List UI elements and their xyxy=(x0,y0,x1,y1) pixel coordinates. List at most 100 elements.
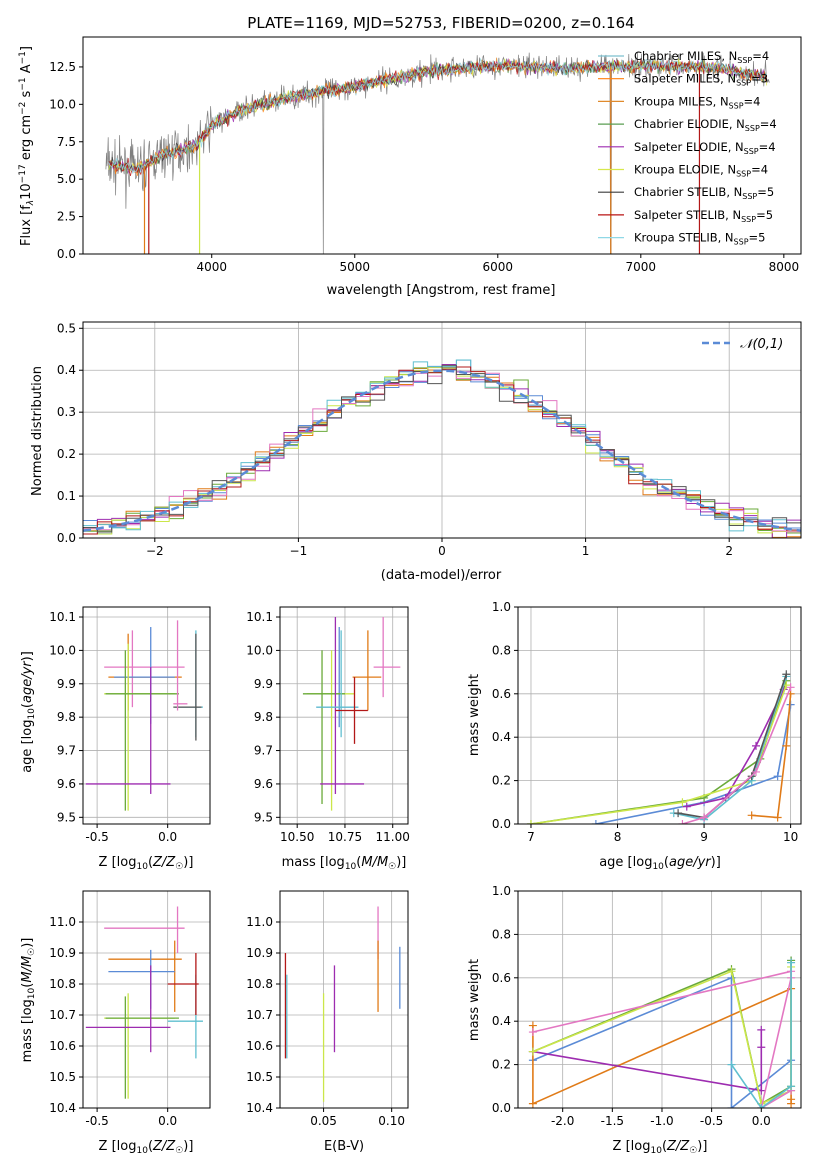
residuals-ylabel: Normed distribution xyxy=(30,366,45,496)
y-tick-label: 10.1 xyxy=(49,610,76,624)
x-tick-label: 7000 xyxy=(626,260,657,274)
axes-frame xyxy=(82,606,211,825)
x-tick-label: 8 xyxy=(614,830,622,844)
model-spectrum xyxy=(108,59,768,177)
mass-weight-line xyxy=(673,676,788,821)
y-tick-label: 9.8 xyxy=(254,710,273,724)
legend-count: =4 xyxy=(760,117,777,131)
plus-marker xyxy=(757,1043,766,1052)
legend-sub: SSP xyxy=(742,192,757,201)
y-tick-label: 0.1 xyxy=(57,489,76,503)
y-tick-label: 12.5 xyxy=(49,60,76,74)
legend-sub: SSP xyxy=(744,147,759,156)
x-tick-label: 10 xyxy=(783,830,798,844)
legend-count: =4 xyxy=(751,163,768,177)
y-tick-label: 0.0 xyxy=(57,531,76,545)
y-tick-label: 0.4 xyxy=(492,730,511,744)
plus-marker xyxy=(773,813,782,822)
y-tick-label: 0.6 xyxy=(492,687,511,701)
y-tick-label: 0.8 xyxy=(492,643,511,657)
y-tick-label: 9.6 xyxy=(57,777,76,791)
legend-label: Kroupa MILES, NSSP=4 xyxy=(634,94,760,110)
legend-name: Salpeter ELODIE, N xyxy=(634,140,744,154)
plus-marker xyxy=(787,1082,796,1091)
y-tick-label: 9.6 xyxy=(254,777,273,791)
legend-label: Chabrier ELODIE, NSSP=4 xyxy=(634,117,777,133)
mass-weight-line xyxy=(751,693,792,819)
plus-marker xyxy=(682,802,691,811)
spectrum-title: PLATE=1169, MJD=52753, FIBERID=0200, z=0… xyxy=(247,14,634,32)
axes-frame xyxy=(82,36,802,255)
plus-marker xyxy=(528,1028,537,1037)
plus-marker xyxy=(727,1060,736,1069)
y-tick-label: 10.0 xyxy=(49,97,76,111)
age-mass-xlabel: mass [log10(M/M☉)] xyxy=(282,855,407,872)
legend-name: Salpeter MILES, N xyxy=(634,72,736,86)
plus-marker xyxy=(787,958,796,967)
x-tick-label: 0.10 xyxy=(378,1114,405,1128)
legend-name: Chabrier MILES, N xyxy=(634,49,737,63)
residuals-plot-area: −2 −1 0 1 2 0.0 0.1 0.2 0.3 0.4 0.5 xyxy=(57,321,802,558)
y-tick-label: 0.3 xyxy=(57,405,76,419)
plot-marks xyxy=(528,956,796,1108)
legend-count: =4 xyxy=(759,140,776,154)
y-tick-label: 7.5 xyxy=(57,135,76,149)
y-tick-label: 5.0 xyxy=(57,172,76,186)
residuals-xlabel: (data-model)/error xyxy=(381,568,502,583)
x-tick-label: 7 xyxy=(527,830,535,844)
x-tick-label: 0.0 xyxy=(158,1114,177,1128)
y-tick-label: 9.5 xyxy=(57,810,76,824)
mass-ebv-xlabel: E(B-V) xyxy=(324,1139,364,1154)
legend-label: Salpeter STELIB, NSSP=5 xyxy=(634,208,773,224)
mw-z-xlabel: Z [log10(Z/Z☉)] xyxy=(613,1139,708,1156)
spectrum-plot-area: 4000 5000 6000 7000 8000 0.0 2.5 5.0 7.5 10.0 12.5 xyxy=(49,36,802,274)
age-vs-mass-panel: 10.50 10.75 11.00 9.5 9.6 9.7 9.8 9.9 10.0 10.1 xyxy=(246,606,410,844)
legend-name: Kroupa ELODIE, N xyxy=(634,163,736,177)
plot-marks xyxy=(105,52,770,254)
mw-z-ylabel: mass weight xyxy=(467,959,482,1041)
y-tick-label: 9.7 xyxy=(57,744,76,758)
legend-label: Chabrier MILES, NSSP=4 xyxy=(634,49,769,65)
y-tick-label: 1.0 xyxy=(492,884,511,898)
mass-vs-z-panel: -0.5 0.0 10.4 10.5 10.6 10.7 10.8 10.9 11.0 xyxy=(49,890,211,1128)
y-tick-label: 0.0 xyxy=(492,817,511,831)
legend-count: =4 xyxy=(744,94,761,108)
plus-marker xyxy=(751,767,760,776)
legend-sub: SSP xyxy=(734,238,749,247)
mass-vs-ebv-panel: 0.05 0.10 10.4 10.5 10.6 10.7 10.8 10.9 11.0 xyxy=(246,890,409,1128)
plus-marker xyxy=(782,741,791,750)
x-tick-label: -0.5 xyxy=(85,1114,108,1128)
plus-marker xyxy=(757,1025,766,1034)
x-tick-label: 10.75 xyxy=(328,830,362,844)
x-tick-label: 2 xyxy=(725,544,733,558)
plus-marker xyxy=(591,820,600,824)
x-tick-label: -1.0 xyxy=(650,1114,673,1128)
plus-marker xyxy=(751,741,760,750)
y-tick-label: 9.5 xyxy=(254,810,273,824)
y-tick-label: 10.0 xyxy=(49,643,76,657)
y-tick-label: 10.1 xyxy=(246,610,273,624)
age-z-ylabel: age [log10(age/yr)] xyxy=(20,651,37,773)
y-tick-label: 11.0 xyxy=(246,915,273,929)
plus-marker xyxy=(678,798,687,807)
mass-weight-line xyxy=(532,1029,763,1092)
y-tick-label: 10.0 xyxy=(246,643,273,657)
plus-marker xyxy=(727,1104,736,1108)
x-tick-label: 0 xyxy=(438,544,446,558)
x-tick-label: -2.0 xyxy=(551,1114,574,1128)
legend-label: Kroupa STELIB, NSSP=5 xyxy=(634,231,765,247)
age-vs-z-panel: -0.5 0.0 9.5 9.6 9.7 9.8 9.9 10.0 10.1 xyxy=(49,606,211,844)
mass-weight-line xyxy=(595,704,792,824)
legend-label: Chabrier STELIB, NSSP=5 xyxy=(634,185,774,201)
y-tick-label: 0.5 xyxy=(57,321,76,335)
axes-frame xyxy=(279,606,409,825)
legend-count: =4 xyxy=(752,49,769,63)
spectrum-panel: PLATE=1169, MJD=52753, FIBERID=0200, z=0… xyxy=(18,14,802,298)
y-tick-label: 10.4 xyxy=(246,1101,273,1115)
x-tick-label: 0.0 xyxy=(158,830,177,844)
legend-count: =5 xyxy=(757,185,774,199)
plus-marker xyxy=(782,670,791,679)
x-tick-label: -0.5 xyxy=(700,1114,723,1128)
x-tick-label: 8000 xyxy=(769,260,800,274)
plus-marker xyxy=(727,967,736,976)
